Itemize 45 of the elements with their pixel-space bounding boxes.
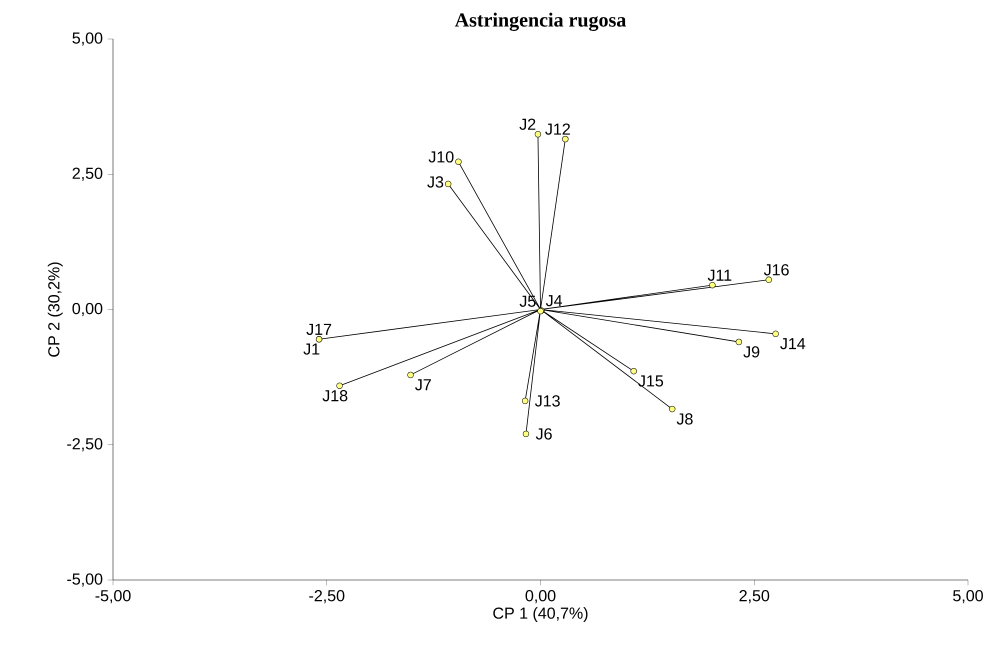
chart-title: Astringencia rugosa (454, 12, 626, 31)
point (534, 131, 542, 138)
annotation: J8 (676, 413, 693, 425)
point (522, 398, 528, 404)
annotation: J7 (415, 379, 431, 390)
point (736, 338, 742, 346)
point (766, 276, 772, 283)
y-tick-label: 5,00 (72, 32, 102, 46)
annotation: J9 (743, 346, 760, 358)
y-tick-label: 2,50 (72, 168, 102, 181)
annotation: J18 (322, 390, 348, 402)
point (562, 136, 569, 142)
x-tick-label: -2,50 (309, 590, 344, 604)
point (630, 368, 637, 374)
annotation: J15 (638, 375, 664, 387)
annotation: J17 (306, 324, 332, 335)
annotation: J10 (428, 151, 454, 163)
annotation: J2 (519, 118, 536, 130)
x-tick-label: 5,00 (953, 590, 983, 604)
point (336, 382, 343, 389)
annotation: J3 (427, 176, 444, 188)
y-tick-label: -2,50 (67, 438, 102, 452)
annotation: J5 (520, 296, 536, 307)
y-axis-title: CP 2 (30,2%) (48, 262, 63, 357)
x-tick-label: 2,50 (739, 590, 770, 604)
annotation: J4 (546, 295, 562, 306)
y-tick-label: -5,00 (67, 573, 102, 587)
point (772, 330, 779, 338)
x-tick-label: 0,00 (526, 590, 556, 604)
annotation: J11 (708, 270, 732, 281)
annotation: J16 (764, 264, 789, 276)
annotation: J13 (534, 395, 560, 407)
annotation: J14 (780, 338, 806, 350)
annotation: J1 (303, 344, 320, 355)
point (709, 282, 716, 288)
annotation: J12 (545, 123, 570, 135)
x-tick-label: -5,00 (95, 590, 131, 604)
point (668, 406, 676, 412)
annotation: J6 (536, 428, 552, 440)
point (455, 158, 462, 166)
point (444, 180, 452, 188)
y-tick-label: 0,00 (72, 302, 102, 316)
point (407, 372, 414, 378)
point (522, 430, 530, 438)
x-axis-title: CP 1 (40,7%) (493, 607, 588, 622)
